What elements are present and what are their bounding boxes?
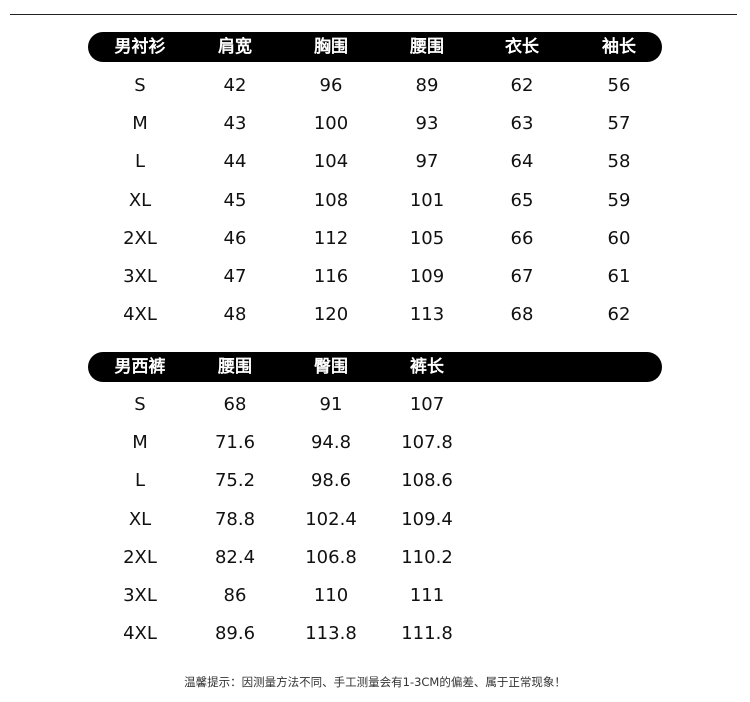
table-row: L 44 104 97 64 58 bbox=[0, 147, 750, 177]
table-cell: 58 bbox=[607, 151, 631, 173]
table-cell: 120 bbox=[313, 304, 349, 326]
table-cell: 116 bbox=[313, 266, 349, 287]
column-header: 肩宽 bbox=[218, 37, 252, 57]
table-cell: 104 bbox=[313, 151, 349, 173]
divider bbox=[10, 14, 737, 15]
column-header: 腰围 bbox=[218, 357, 252, 377]
size-label: M bbox=[132, 113, 148, 135]
table-cell: 111.8 bbox=[401, 623, 453, 645]
table-cell: 59 bbox=[607, 189, 631, 211]
table-cell: 102.4 bbox=[305, 508, 357, 530]
table-cell: 43 bbox=[223, 113, 247, 135]
size-label: 3XL bbox=[123, 266, 157, 287]
table-cell: 93 bbox=[415, 113, 439, 135]
size-label: 2XL bbox=[123, 227, 157, 249]
table-cell: 44 bbox=[223, 151, 247, 173]
size-label: 2XL bbox=[123, 546, 157, 568]
table-row: M 71.6 94.8 107.8 bbox=[0, 428, 750, 458]
size-label: 4XL bbox=[123, 623, 157, 645]
table-cell: 110 bbox=[313, 585, 349, 606]
size-label: 3XL bbox=[123, 585, 157, 606]
table-cell: 108 bbox=[313, 189, 349, 211]
table-cell: 109 bbox=[409, 266, 445, 287]
table-cell: 96 bbox=[319, 75, 343, 96]
table-cell: 94.8 bbox=[310, 432, 352, 454]
table-cell: 112 bbox=[313, 227, 349, 249]
table-cell: 65 bbox=[510, 189, 534, 211]
size-label: L bbox=[134, 470, 146, 492]
column-header: 衣长 bbox=[505, 37, 539, 57]
table-cell: 89.6 bbox=[214, 623, 256, 645]
table-cell: 48 bbox=[223, 304, 247, 326]
size-label: XL bbox=[128, 508, 152, 530]
size-label: S bbox=[134, 394, 146, 415]
table-cell: 107 bbox=[409, 394, 445, 415]
table-cell: 47 bbox=[223, 266, 247, 287]
column-header: 男衬衫 bbox=[114, 37, 166, 57]
table-cell: 107.8 bbox=[401, 432, 453, 454]
table-cell: 111 bbox=[409, 585, 445, 606]
column-header: 胸围 bbox=[314, 37, 348, 57]
table-row: 3XL 86 110 111 bbox=[0, 581, 750, 611]
table-cell: 108.6 bbox=[401, 470, 453, 492]
table-header: 男西裤 腰围 臀围 裤长 bbox=[88, 352, 662, 382]
table-cell: 113 bbox=[409, 304, 445, 326]
table-row: 2XL 82.4 106.8 110.2 bbox=[0, 543, 750, 573]
table-cell: 57 bbox=[607, 113, 631, 135]
table-cell: 62 bbox=[510, 75, 534, 96]
table-cell: 109.4 bbox=[401, 508, 453, 530]
table-cell: 106.8 bbox=[305, 546, 357, 568]
table-header: 男衬衫 肩宽 胸围 腰围 衣长 袖长 bbox=[88, 32, 662, 62]
size-label: 4XL bbox=[123, 304, 157, 326]
table-row: S 68 91 107 bbox=[0, 390, 750, 420]
size-label: S bbox=[134, 75, 146, 96]
table-cell: 97 bbox=[415, 151, 439, 173]
size-label: XL bbox=[128, 189, 152, 211]
size-label: M bbox=[132, 432, 148, 454]
table-row: S 42 96 89 62 56 bbox=[0, 71, 750, 101]
table-cell: 56 bbox=[607, 75, 631, 96]
table-cell: 68 bbox=[223, 394, 247, 415]
table-cell: 101 bbox=[409, 189, 445, 211]
table-row: XL 45 108 101 65 59 bbox=[0, 186, 750, 216]
table-cell: 89 bbox=[415, 75, 439, 96]
table-cell: 100 bbox=[313, 113, 349, 135]
table-cell: 46 bbox=[223, 227, 247, 249]
table-row: M 43 100 93 63 57 bbox=[0, 109, 750, 139]
table-cell: 67 bbox=[510, 266, 534, 287]
table-cell: 66 bbox=[510, 227, 534, 249]
table-cell: 42 bbox=[223, 75, 247, 96]
table-cell: 71.6 bbox=[214, 432, 256, 454]
table-cell: 62 bbox=[607, 304, 631, 326]
column-header: 臀围 bbox=[314, 357, 348, 377]
table-cell: 110.2 bbox=[401, 546, 453, 568]
table-cell: 98.6 bbox=[310, 470, 352, 492]
table-cell: 60 bbox=[607, 227, 631, 249]
table-cell: 63 bbox=[510, 113, 534, 135]
table-cell: 45 bbox=[223, 189, 247, 211]
column-header: 男西裤 bbox=[114, 357, 166, 377]
table-cell: 64 bbox=[510, 151, 534, 173]
table-cell: 61 bbox=[607, 266, 631, 287]
table-cell: 82.4 bbox=[214, 546, 256, 568]
table-row: 2XL 46 112 105 66 60 bbox=[0, 224, 750, 254]
table-cell: 68 bbox=[510, 304, 534, 326]
table-cell: 86 bbox=[223, 585, 247, 606]
table-row: 4XL 89.6 113.8 111.8 bbox=[0, 619, 750, 649]
table-row: L 75.2 98.6 108.6 bbox=[0, 466, 750, 496]
table-cell: 105 bbox=[409, 227, 445, 249]
column-header: 腰围 bbox=[410, 37, 444, 57]
measurement-note: 温馨提示：因测量方法不同、手工测量会有1-3CM的偏差、属于正常现象！ bbox=[184, 675, 566, 689]
column-header: 裤长 bbox=[410, 357, 444, 377]
column-header: 袖长 bbox=[602, 37, 636, 57]
size-label: L bbox=[134, 151, 146, 173]
table-row: XL 78.8 102.4 109.4 bbox=[0, 505, 750, 535]
table-cell: 91 bbox=[319, 394, 343, 415]
table-cell: 113.8 bbox=[305, 623, 357, 645]
table-cell: 78.8 bbox=[214, 508, 256, 530]
table-row: 3XL 47 116 109 67 61 bbox=[0, 262, 750, 292]
table-row: 4XL 48 120 113 68 62 bbox=[0, 300, 750, 330]
table-cell: 75.2 bbox=[214, 470, 256, 492]
